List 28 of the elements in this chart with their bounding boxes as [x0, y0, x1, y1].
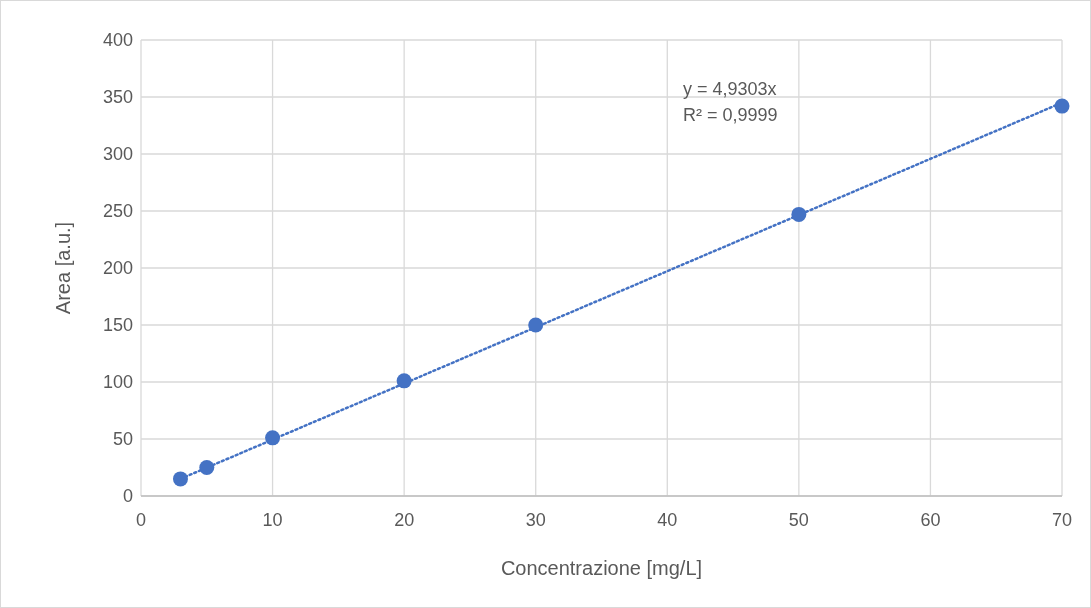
y-tick-label: 350 — [102, 87, 133, 108]
x-tick-label: 0 — [135, 510, 147, 530]
y-tick-label: 400 — [102, 30, 133, 51]
x-axis-title: Concentrazione [mg/L] — [500, 557, 703, 579]
point — [172, 471, 188, 487]
x-tick-label: 40 — [657, 510, 678, 530]
point — [528, 317, 544, 333]
y-tick-label: 250 — [102, 201, 133, 222]
x-tick-label: 70 — [1051, 510, 1073, 530]
point — [265, 430, 281, 446]
y-axis-title: Area [a.u.] — [52, 221, 74, 315]
x-tick-label: 10 — [262, 510, 283, 530]
point — [199, 460, 215, 475]
annotation: y = 4,9303x — [683, 79, 777, 99]
annotation: R² = 0,9999 — [683, 105, 778, 125]
point — [1054, 98, 1070, 114]
y-tick-label: 300 — [102, 144, 133, 165]
x-tick-label: 50 — [788, 510, 809, 530]
y-tick-label: 50 — [112, 429, 133, 450]
point — [791, 206, 807, 222]
y-tick-label: 150 — [102, 315, 133, 336]
y-tick-label: 200 — [102, 258, 133, 279]
x-tick-label: 60 — [920, 510, 941, 530]
point — [396, 373, 412, 389]
x-tick-label: 20 — [394, 510, 415, 530]
y-tick-label: 0 — [122, 486, 133, 507]
y-tick-label: 100 — [102, 372, 133, 393]
x-tick-label: 30 — [525, 510, 546, 530]
